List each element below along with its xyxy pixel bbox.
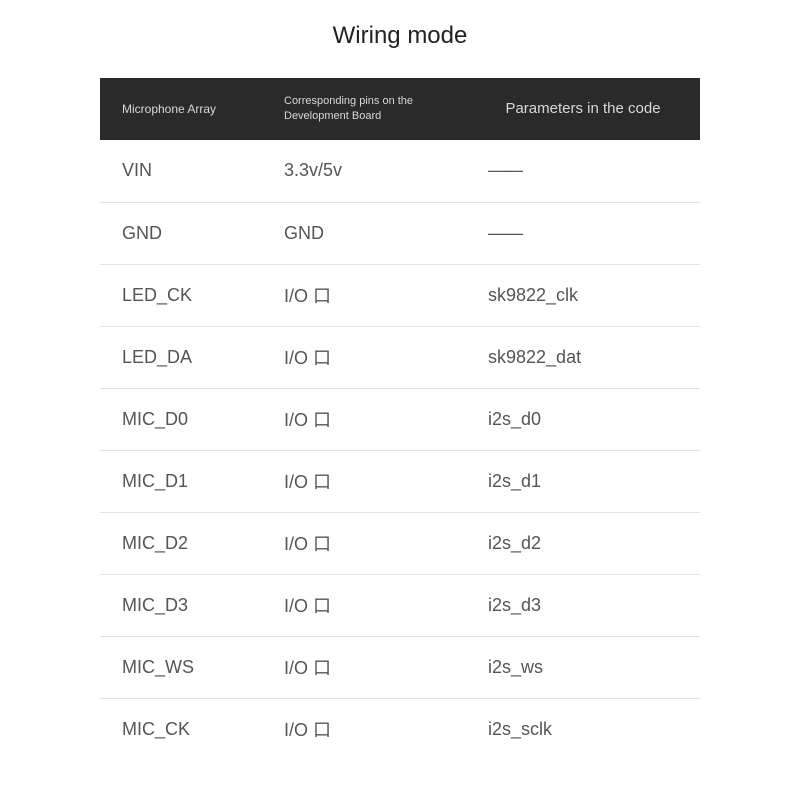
cell-params: i2s_ws	[466, 636, 700, 698]
cell-mic-array: LED_DA	[100, 326, 262, 388]
cell-mic-array: MIC_CK	[100, 698, 262, 760]
table-row: MIC_CK I/O 口 i2s_sclk	[100, 698, 700, 760]
cell-mic-array: MIC_D2	[100, 512, 262, 574]
cell-mic-array: MIC_D0	[100, 388, 262, 450]
cell-params: i2s_d3	[466, 574, 700, 636]
table-row: VIN 3.3v/5v ——	[100, 140, 700, 202]
cell-mic-array: MIC_D3	[100, 574, 262, 636]
cell-pins: GND	[262, 202, 466, 264]
wiring-table: Microphone Array Corresponding pins on t…	[100, 78, 700, 760]
cell-pins: I/O 口	[262, 388, 466, 450]
cell-params: ——	[466, 140, 700, 202]
table-row: MIC_D1 I/O 口 i2s_d1	[100, 450, 700, 512]
col-header-params: Parameters in the code	[466, 78, 700, 140]
cell-params: ——	[466, 202, 700, 264]
cell-mic-array: LED_CK	[100, 264, 262, 326]
cell-pins: I/O 口	[262, 574, 466, 636]
cell-mic-array: MIC_WS	[100, 636, 262, 698]
table-row: MIC_D2 I/O 口 i2s_d2	[100, 512, 700, 574]
cell-params: sk9822_dat	[466, 326, 700, 388]
page-title: Wiring mode	[0, 0, 800, 78]
cell-pins: I/O 口	[262, 636, 466, 698]
table-row: MIC_D3 I/O 口 i2s_d3	[100, 574, 700, 636]
cell-params: i2s_d0	[466, 388, 700, 450]
col-header-mic-array: Microphone Array	[100, 78, 262, 140]
cell-pins: 3.3v/5v	[262, 140, 466, 202]
cell-pins: I/O 口	[262, 264, 466, 326]
cell-mic-array: VIN	[100, 140, 262, 202]
cell-pins: I/O 口	[262, 698, 466, 760]
cell-pins: I/O 口	[262, 450, 466, 512]
col-header-pins: Corresponding pins on the Development Bo…	[262, 78, 466, 140]
cell-params: i2s_d1	[466, 450, 700, 512]
table-row: LED_DA I/O 口 sk9822_dat	[100, 326, 700, 388]
cell-mic-array: MIC_D1	[100, 450, 262, 512]
cell-pins: I/O 口	[262, 512, 466, 574]
table-row: LED_CK I/O 口 sk9822_clk	[100, 264, 700, 326]
table-row: MIC_WS I/O 口 i2s_ws	[100, 636, 700, 698]
cell-params: i2s_d2	[466, 512, 700, 574]
cell-params: i2s_sclk	[466, 698, 700, 760]
wiring-table-container: Microphone Array Corresponding pins on t…	[100, 78, 700, 760]
table-row: MIC_D0 I/O 口 i2s_d0	[100, 388, 700, 450]
cell-params: sk9822_clk	[466, 264, 700, 326]
cell-mic-array: GND	[100, 202, 262, 264]
table-row: GND GND ——	[100, 202, 700, 264]
cell-pins: I/O 口	[262, 326, 466, 388]
table-header-row: Microphone Array Corresponding pins on t…	[100, 78, 700, 140]
